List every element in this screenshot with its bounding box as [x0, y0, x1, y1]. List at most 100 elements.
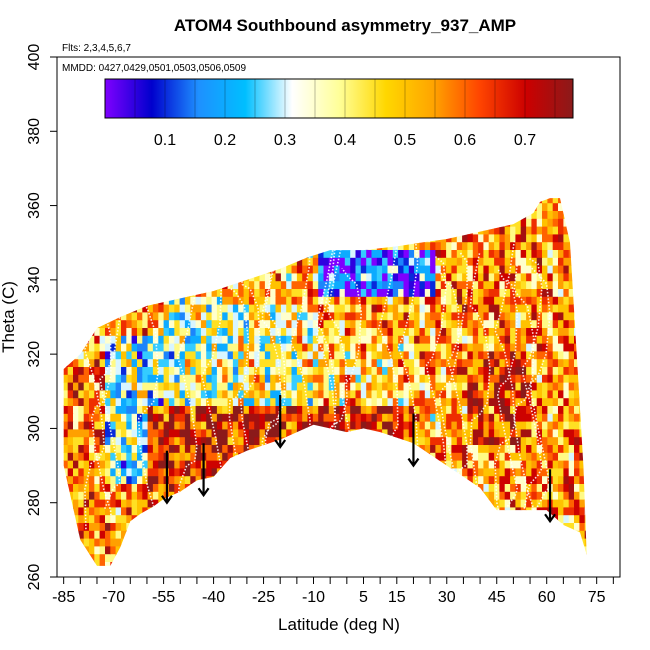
- heatmap-cell: [435, 421, 442, 430]
- heatmap-cell: [526, 350, 532, 360]
- heatmap-cell: [286, 545, 293, 555]
- heatmap-cell: [78, 467, 85, 477]
- heatmap-cell: [398, 210, 404, 219]
- heatmap-cell: [121, 530, 127, 539]
- heatmap-cell: [574, 249, 580, 258]
- heatmap-cell: [275, 483, 287, 492]
- heatmap-cell: [169, 569, 175, 577]
- heatmap-cell: [121, 179, 127, 187]
- heatmap-cell: [57, 234, 63, 242]
- heatmap-cell: [387, 545, 394, 555]
- heatmap-cell: [227, 335, 234, 344]
- heatmap-cell: [254, 545, 261, 555]
- heatmap-cell: [350, 506, 357, 516]
- heatmap-cell: [238, 218, 245, 227]
- heatmap-cell: [488, 397, 500, 406]
- heatmap-cell: [302, 226, 309, 235]
- heatmap-cell: [232, 366, 239, 375]
- heatmap-cell: [376, 553, 389, 562]
- heatmap-cell: [152, 530, 159, 539]
- heatmap-cell: [376, 296, 383, 305]
- heatmap-cell: [424, 545, 431, 555]
- heatmap-cell: [392, 374, 399, 383]
- heatmap-cell: [568, 475, 575, 484]
- heatmap-cell: [339, 218, 346, 227]
- heatmap-cell: [254, 475, 261, 484]
- heatmap-cell: [216, 452, 223, 461]
- heatmap-cell: [318, 506, 325, 516]
- heatmap-cell: [462, 421, 468, 430]
- heatmap-cell: [264, 233, 271, 243]
- heatmap-cell: [446, 198, 452, 204]
- heatmap-cell: [147, 374, 165, 383]
- heatmap-cell: [574, 428, 580, 438]
- heatmap-cell: [292, 179, 298, 187]
- heatmap-cell: [280, 530, 287, 539]
- heatmap-cell: [63, 460, 69, 469]
- heatmap-cell: [419, 366, 426, 375]
- heatmap-cell: [57, 483, 63, 491]
- heatmap-cell: [206, 389, 213, 399]
- heatmap-cell: [552, 280, 559, 289]
- heatmap-cell: [131, 202, 138, 211]
- heatmap-cell: [339, 452, 346, 461]
- heatmap-cell: [376, 475, 389, 484]
- heatmap-cell: [254, 405, 261, 414]
- flight-trace: [377, 239, 399, 537]
- heatmap-cell: [190, 436, 197, 445]
- heatmap-cell: [227, 397, 234, 406]
- heatmap-cell: [286, 366, 293, 375]
- heatmap-cell: [456, 319, 463, 328]
- heatmap-cell: [472, 467, 479, 477]
- heatmap-cell: [275, 335, 282, 344]
- heatmap-cell: [307, 241, 314, 250]
- heatmap-cell: [446, 514, 458, 523]
- heatmap-cell: [174, 288, 181, 297]
- heatmap-cell: [494, 522, 500, 531]
- heatmap-cell: [360, 335, 373, 344]
- heatmap-cell: [542, 265, 548, 274]
- heatmap-cell: [227, 421, 234, 430]
- heatmap-cell: [552, 327, 559, 336]
- heatmap-cell: [408, 202, 415, 211]
- heatmap-cell: [568, 226, 575, 235]
- heatmap-cell: [440, 311, 447, 321]
- heatmap-cell: [504, 561, 511, 566]
- heatmap-cell: [121, 506, 127, 516]
- heatmap-cell: [414, 218, 420, 227]
- heatmap-cell: [574, 366, 580, 375]
- heatmap-cell: [366, 452, 373, 461]
- heatmap-cell: [99, 467, 106, 477]
- heatmap-cell: [504, 257, 511, 266]
- heatmap-cell: [563, 483, 570, 492]
- heatmap-cell: [520, 374, 527, 383]
- heatmap-cell: [195, 530, 202, 539]
- heatmap-cell: [339, 428, 346, 438]
- heatmap-cell: [355, 553, 362, 562]
- x-tick-label: -85: [52, 589, 75, 606]
- heatmap-cell: [483, 327, 490, 336]
- heatmap-cell: [382, 343, 388, 352]
- heatmap-cell: [121, 210, 127, 219]
- heatmap-cell: [259, 272, 266, 282]
- heatmap-cell: [558, 210, 564, 219]
- heatmap-cell: [100, 179, 106, 187]
- heatmap-cell: [542, 233, 554, 243]
- heatmap-cell: [296, 233, 309, 243]
- heatmap-cell: [57, 460, 63, 468]
- heatmap-cell: [94, 553, 101, 562]
- heatmap-cell: [254, 561, 261, 566]
- heatmap-cell: [73, 397, 79, 406]
- heatmap-cell: [243, 452, 250, 461]
- heatmap-cell: [339, 421, 346, 430]
- heatmap-cell: [355, 506, 362, 516]
- heatmap-cell: [483, 249, 490, 258]
- heatmap-cell: [494, 538, 500, 547]
- heatmap-cell: [435, 444, 442, 453]
- heatmap-cell: [152, 249, 159, 258]
- heatmap-cell: [574, 436, 580, 445]
- heatmap-cell: [504, 397, 511, 406]
- heatmap-cell: [126, 483, 133, 492]
- heatmap-cell: [270, 397, 277, 406]
- heatmap-cell: [99, 382, 106, 391]
